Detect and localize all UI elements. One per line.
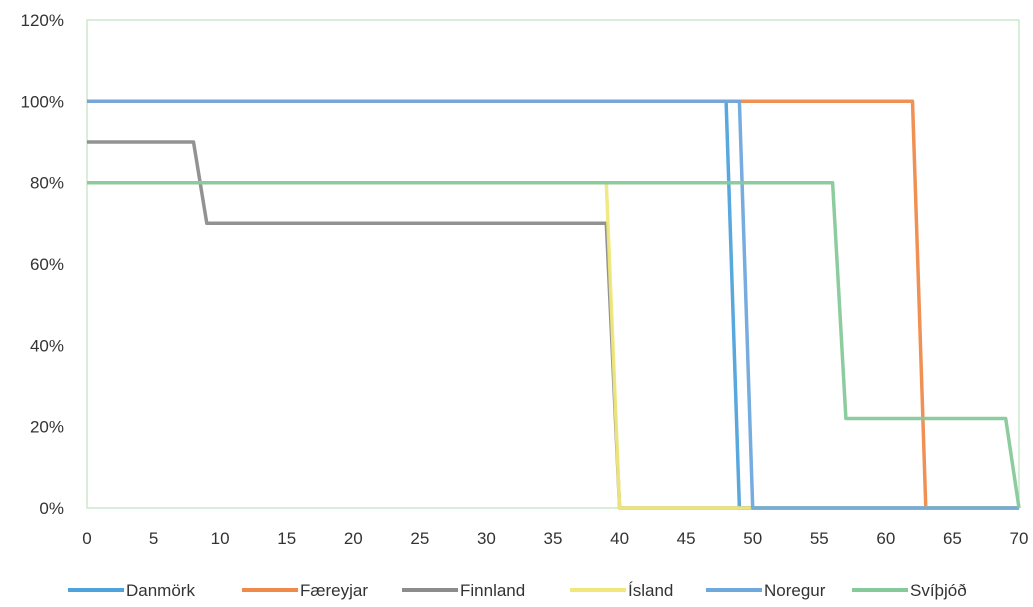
- x-tick-label: 35: [544, 529, 563, 548]
- x-tick-label: 60: [876, 529, 895, 548]
- x-tick-label: 65: [943, 529, 962, 548]
- y-tick-label: 80%: [30, 174, 64, 193]
- legend-label-finnland: Finnland: [460, 581, 525, 600]
- plot-area: [86, 19, 1020, 509]
- legend-label-island: Ísland: [628, 581, 673, 600]
- x-tick-label: 0: [82, 529, 91, 548]
- x-tick-label: 30: [477, 529, 496, 548]
- series-line-danmork: [87, 99, 1019, 510]
- series-line-noregur: [87, 99, 1019, 510]
- x-tick-label: 10: [211, 529, 230, 548]
- y-tick-label: 100%: [21, 92, 64, 111]
- legend-label-danmork: Danmörk: [126, 581, 195, 600]
- series-line-svijo: [87, 180, 1021, 509]
- x-tick-label: 55: [810, 529, 829, 548]
- y-tick-label: 60%: [30, 255, 64, 274]
- x-tick-label: 25: [410, 529, 429, 548]
- y-tick-label: 120%: [21, 11, 64, 30]
- legend-label-noregur: Noregur: [764, 581, 826, 600]
- x-tick-label: 45: [677, 529, 696, 548]
- x-tick-label: 15: [277, 529, 296, 548]
- series-line-island: [87, 180, 1019, 510]
- legend-label-freyjar: Færeyjar: [300, 581, 368, 600]
- legend-label-svijo: Svíþjóð: [910, 581, 967, 600]
- x-tick-label: 50: [743, 529, 762, 548]
- x-tick-label: 5: [149, 529, 158, 548]
- x-tick-label: 20: [344, 529, 363, 548]
- x-tick-label: 40: [610, 529, 629, 548]
- x-tick-label: 70: [1010, 529, 1029, 548]
- y-tick-label: 20%: [30, 418, 64, 437]
- y-tick-label: 40%: [30, 336, 64, 355]
- series-line-freyjar: [87, 99, 1019, 510]
- y-tick-label: 0%: [39, 499, 64, 518]
- series-line-finnland: [87, 140, 1019, 510]
